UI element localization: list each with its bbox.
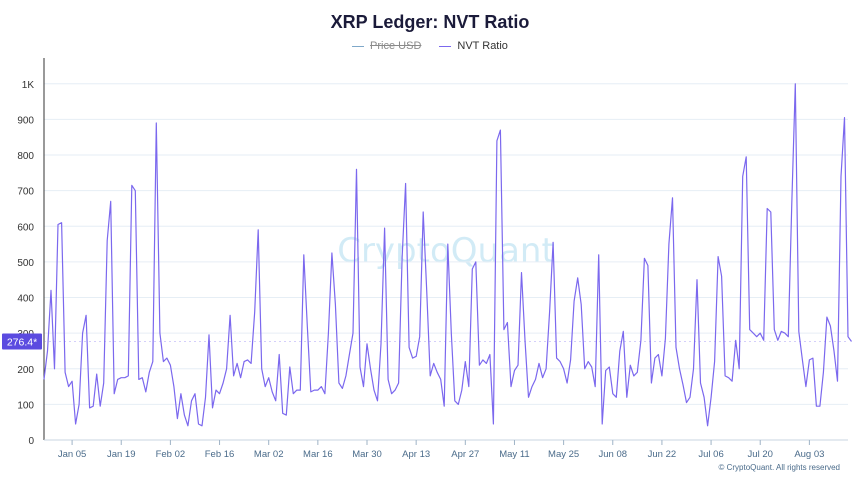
chart-title: XRP Ledger: NVT Ratio bbox=[330, 12, 530, 32]
y-tick-label: 1K bbox=[22, 80, 35, 91]
x-tick-label: Feb 02 bbox=[156, 449, 186, 460]
copyright-credit: © CryptoQuant. All rights reserved bbox=[718, 463, 841, 472]
x-tick-label: Jun 22 bbox=[648, 449, 677, 460]
y-tick-label: 400 bbox=[17, 294, 34, 305]
legend-item-price-usd[interactable]: Price USD bbox=[352, 40, 421, 52]
y-tick-label: 600 bbox=[17, 222, 34, 233]
x-tick-label: Mar 30 bbox=[352, 449, 382, 460]
current-value-badge bbox=[2, 333, 42, 350]
y-tick-label: 200 bbox=[17, 365, 34, 376]
legend-item-nvt-ratio[interactable]: NVT Ratio bbox=[439, 40, 508, 52]
x-tick-label: Jul 20 bbox=[748, 449, 773, 460]
y-tick-label: 100 bbox=[17, 400, 34, 411]
legend-label-nvt-ratio: NVT Ratio bbox=[457, 40, 508, 52]
x-tick-label: Apr 27 bbox=[451, 449, 479, 460]
legend-swatch-price-usd bbox=[352, 45, 365, 47]
current-value-label: 276.4* bbox=[7, 337, 37, 349]
y-tick-label: 900 bbox=[17, 115, 34, 126]
x-tick-label: May 25 bbox=[548, 449, 579, 460]
x-tick-label: Apr 13 bbox=[402, 449, 430, 460]
y-tick-label: 0 bbox=[28, 436, 34, 447]
x-tick-label: Jan 19 bbox=[107, 449, 136, 460]
y-tick-label: 800 bbox=[17, 151, 34, 162]
series-line-nvt-ratio bbox=[43, 83, 852, 427]
x-tick-label: Feb 16 bbox=[205, 449, 235, 460]
legend-swatch-nvt-ratio bbox=[439, 45, 452, 47]
x-tick-label: Mar 02 bbox=[254, 449, 284, 460]
x-tick-label: Jul 06 bbox=[698, 449, 723, 460]
watermark-text: CryptoQuant bbox=[337, 231, 555, 271]
x-tick-label: May 11 bbox=[499, 449, 529, 460]
x-tick-label: Jan 05 bbox=[58, 449, 87, 460]
chart-legend: Price USD NVT Ratio bbox=[0, 40, 860, 52]
y-tick-label: 500 bbox=[17, 258, 34, 269]
x-tick-label: Jun 08 bbox=[599, 449, 628, 460]
legend-label-price-usd: Price USD bbox=[370, 40, 422, 52]
y-tick-label: 700 bbox=[17, 187, 34, 198]
x-tick-label: Mar 16 bbox=[303, 449, 333, 460]
x-tick-label: Aug 03 bbox=[794, 449, 824, 460]
